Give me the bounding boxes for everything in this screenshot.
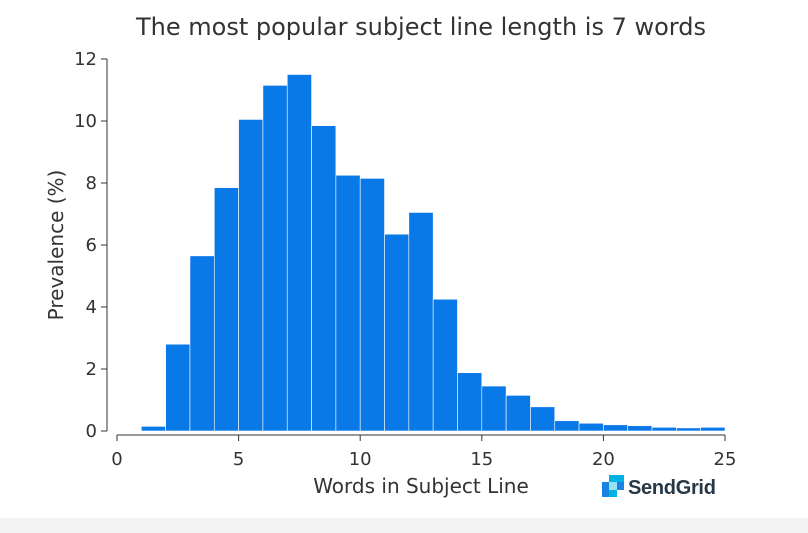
- histogram-bar: [627, 425, 653, 432]
- x-tick-label: 5: [233, 449, 244, 470]
- sendgrid-wordmark: SendGrid: [628, 476, 716, 499]
- histogram-bar: [213, 187, 239, 432]
- histogram-bar: [286, 74, 312, 432]
- x-tick-label: 20: [592, 449, 615, 470]
- histogram-bar: [335, 174, 361, 432]
- y-tick-label: 10: [74, 111, 97, 132]
- histogram-chart: The most popular subject line length is …: [44, 13, 737, 498]
- bottom-strip: [0, 518, 808, 533]
- histogram-bar: [578, 422, 604, 432]
- y-tick-label: 0: [86, 421, 97, 442]
- x-tick-label: 10: [349, 449, 372, 470]
- y-axis-label: Prevalence (%): [44, 170, 68, 321]
- chart-title: The most popular subject line length is …: [135, 13, 706, 41]
- histogram-bar: [141, 426, 166, 432]
- histogram-bar: [359, 178, 385, 432]
- sendgrid-logo-icon: [602, 475, 624, 501]
- histogram-bar: [457, 372, 483, 432]
- histogram-bar: [189, 255, 215, 432]
- histogram-bar: [384, 233, 410, 432]
- bars-group: [141, 74, 726, 432]
- x-axis: 0 5 10 15 20 25: [111, 434, 737, 470]
- histogram-bar: [554, 420, 580, 432]
- x-tick-label: 25: [714, 449, 737, 470]
- histogram-bar: [603, 424, 629, 432]
- histogram-bar: [505, 395, 531, 432]
- sendgrid-brand: SendGrid: [602, 475, 716, 501]
- histogram-bar: [530, 406, 556, 432]
- x-tick-label: 15: [470, 449, 493, 470]
- x-tick-label: 0: [111, 449, 122, 470]
- histogram-bar: [700, 426, 726, 432]
- histogram-bar: [651, 426, 677, 432]
- histogram-bar: [481, 385, 507, 432]
- histogram-bar: [165, 343, 191, 432]
- y-tick-label: 8: [86, 173, 97, 194]
- y-tick-label: 2: [86, 359, 97, 380]
- chart-frame: The most popular subject line length is …: [44, 13, 737, 498]
- histogram-bar: [311, 125, 337, 432]
- y-tick-label: 6: [86, 235, 97, 256]
- y-axis: 0 2 4 6 8 10 12: [74, 49, 108, 442]
- x-axis-label: Words in Subject Line: [313, 474, 529, 498]
- histogram-bar: [262, 85, 288, 432]
- y-tick-label: 4: [86, 297, 97, 318]
- histogram-bar: [238, 119, 264, 432]
- histogram-bar: [408, 212, 434, 432]
- y-tick-label: 12: [74, 49, 97, 70]
- histogram-bar: [432, 298, 458, 432]
- histogram-bar: [676, 427, 701, 432]
